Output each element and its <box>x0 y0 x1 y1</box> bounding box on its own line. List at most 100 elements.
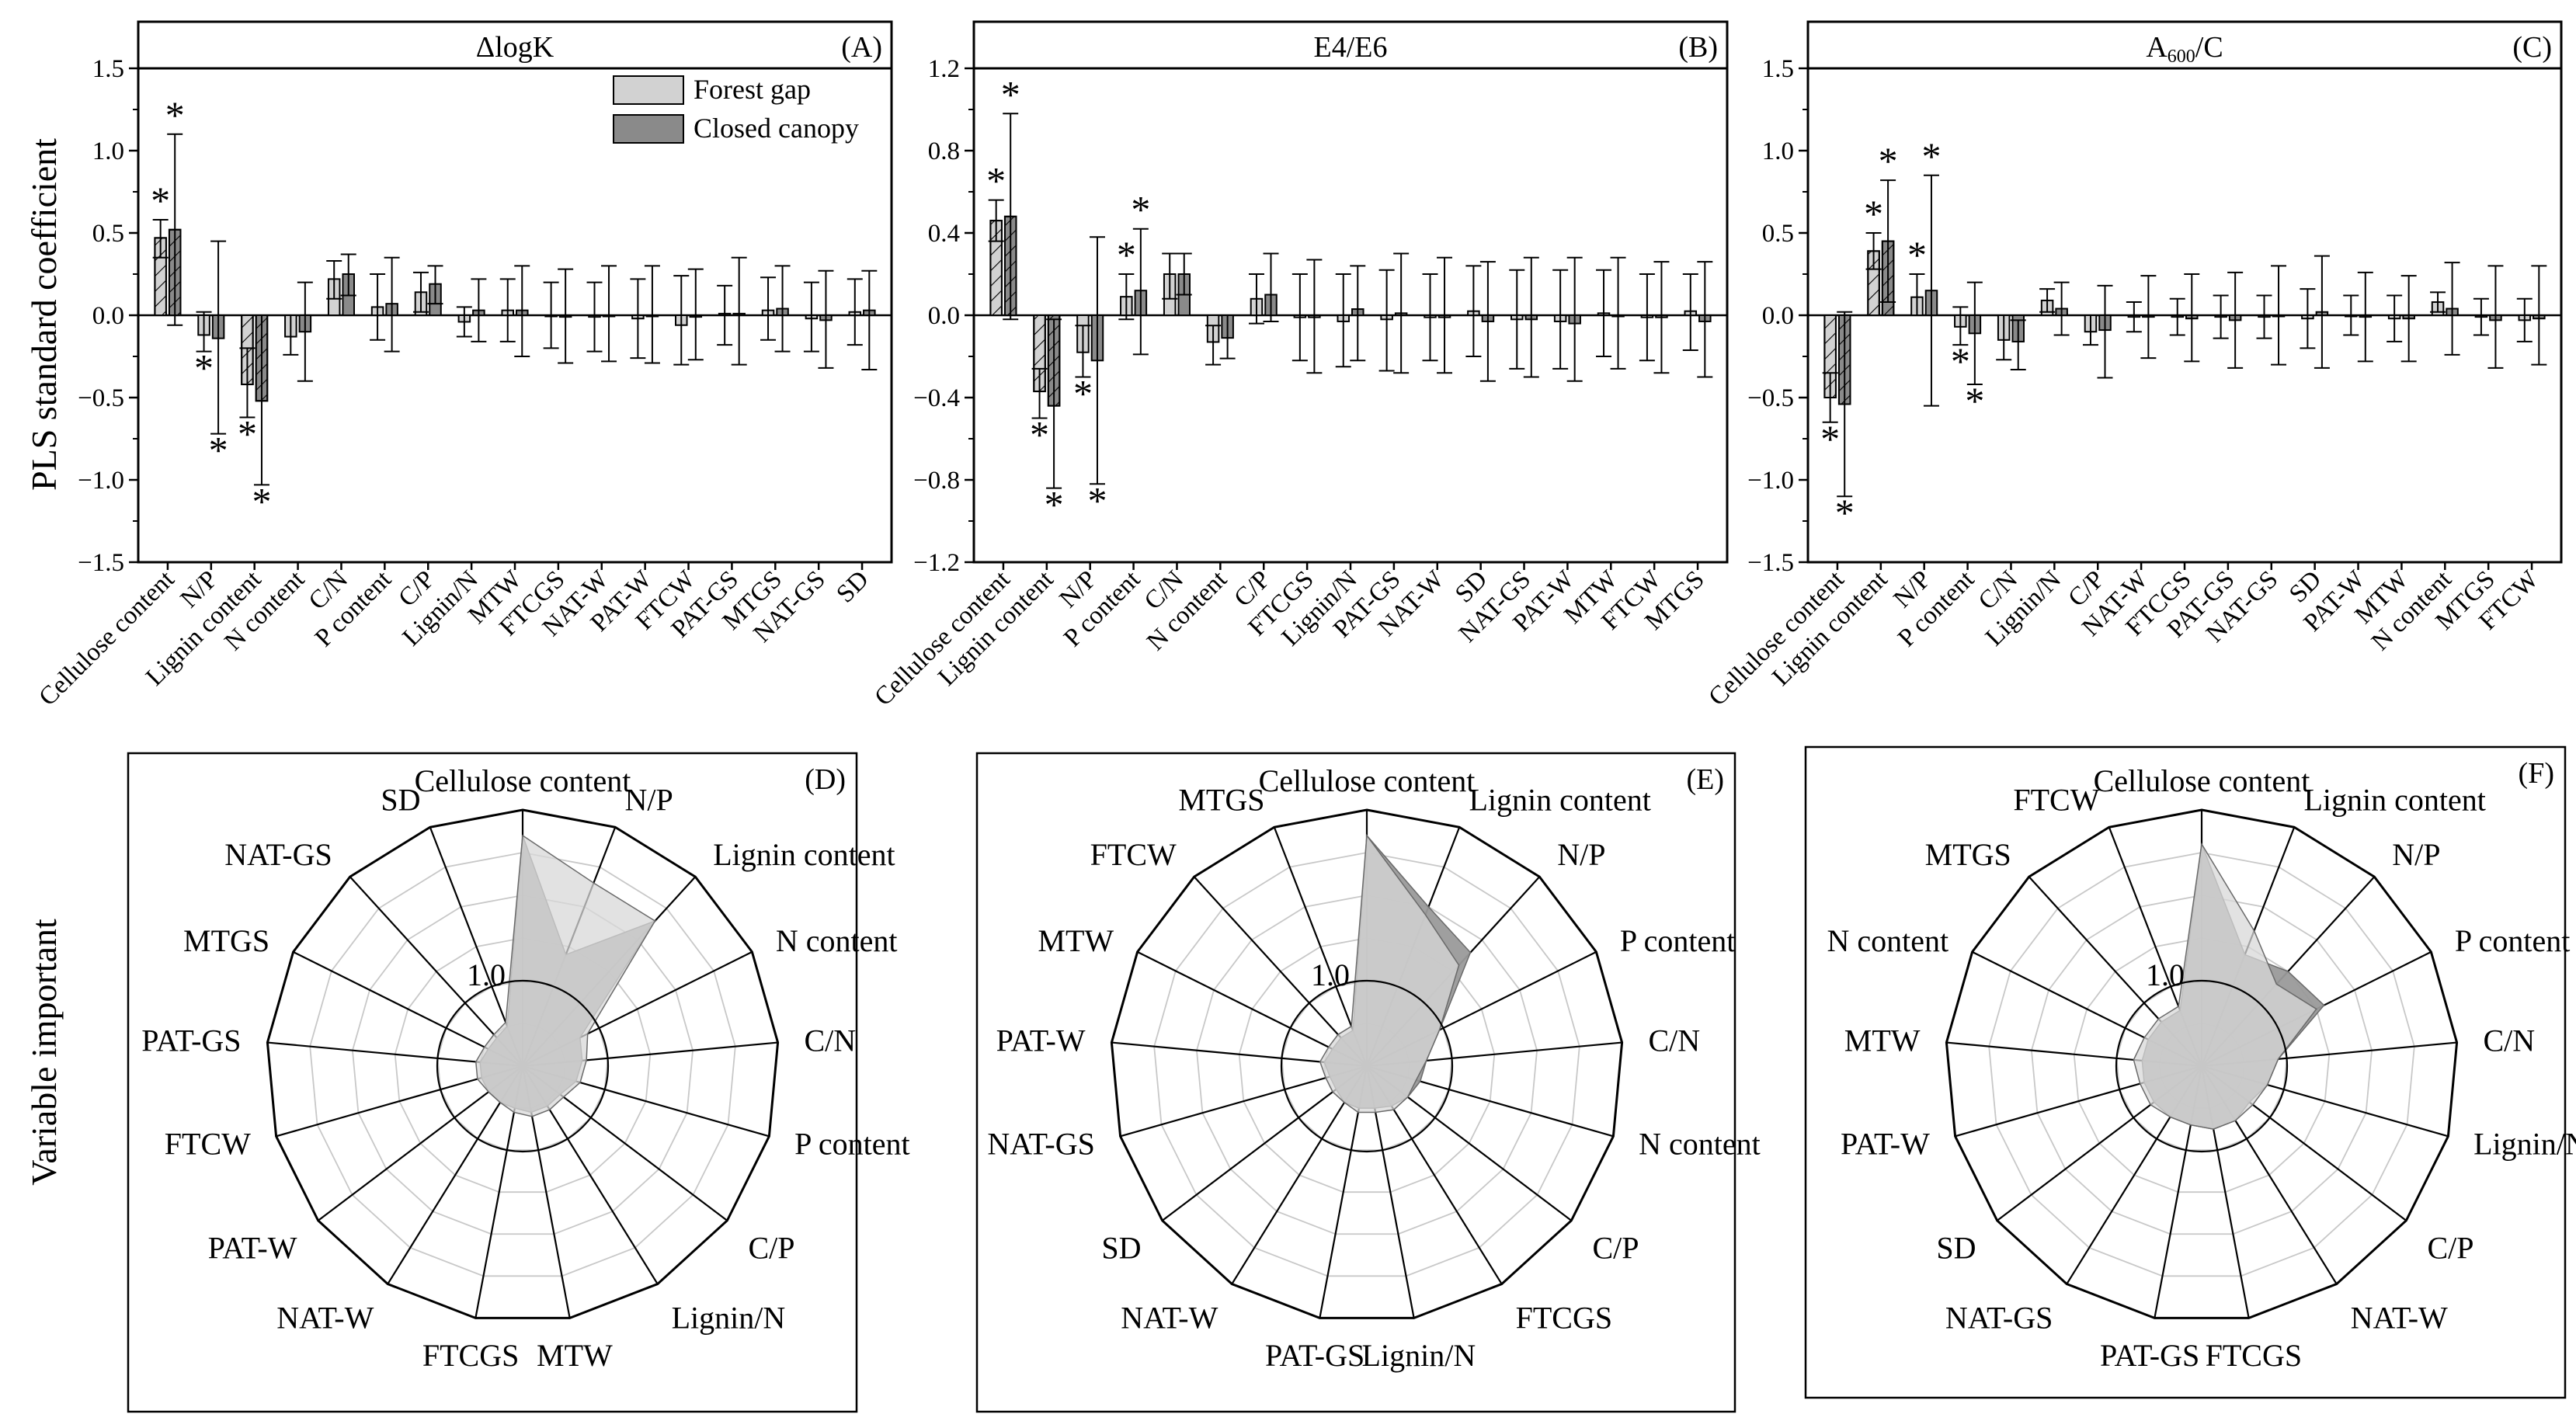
bar-panel-B: E4/E6 (B)−1.2−0.8−0.40.00.40.81.2Cellulos… <box>869 20 1729 711</box>
radar-ring <box>309 852 736 1277</box>
radar-axis-label: MTW <box>537 1338 613 1373</box>
radar-axis-label: MTW <box>1038 923 1114 958</box>
y-tick-label: −1.0 <box>1747 467 1794 495</box>
significance-star: * <box>209 429 228 472</box>
y-tick-label: −0.5 <box>1747 384 1794 412</box>
radar-area-forest-gap <box>475 834 656 1117</box>
significance-star: * <box>1907 233 1927 276</box>
radar-axis-label: MTGS <box>1925 837 2011 872</box>
radar-axis-label: FTCGS <box>2206 1338 2303 1373</box>
radar-axis-label: PAT-W <box>1841 1127 1930 1162</box>
radar-ring <box>1238 937 1496 1193</box>
y-tick-label: −0.5 <box>78 384 124 412</box>
significance-star: * <box>1921 134 1941 178</box>
radar-axis-label: MTW <box>1844 1023 1921 1058</box>
radar-ring <box>1945 808 2459 1319</box>
radar-axis-label: C/N <box>804 1023 856 1058</box>
y-tick-label: −1.0 <box>78 467 124 495</box>
significance-star: * <box>1030 413 1049 457</box>
radar-axis-label: N content <box>1827 923 1949 958</box>
bar-panel-C: A600/C (C)−1.5−1.0−0.50.00.51.01.5Cellulo… <box>1703 20 2563 711</box>
radar-area-forest-gap <box>1319 833 1460 1114</box>
panel-label: (C) <box>2512 31 2552 64</box>
bar-panel-A: ΔlogK (A)−1.5−1.0−0.50.00.51.01.5Cellulos… <box>33 20 893 711</box>
panel-title: ΔlogK <box>476 31 554 64</box>
y-tick-label: −1.5 <box>1747 549 1794 577</box>
radar-axis-label: N content <box>776 923 898 958</box>
radar-axis-label: N/P <box>2392 837 2440 872</box>
radar-axis-label: NAT-GS <box>987 1127 1095 1162</box>
y-tick-label: 0.0 <box>928 302 960 330</box>
significance-star: * <box>194 346 214 390</box>
significance-star: * <box>1820 417 1840 460</box>
y-tick-label: 1.0 <box>1762 137 1794 165</box>
radar-axis-label: Cellulose content <box>415 763 631 798</box>
panel-label: (F) <box>2519 757 2554 790</box>
radar-axis-label: SD <box>1936 1230 1976 1265</box>
legend-label: Closed canopy <box>694 113 859 144</box>
radar-axis-label: C/P <box>2427 1230 2473 1265</box>
radar-axis-label: N content <box>1639 1127 1761 1162</box>
radar-ring <box>1110 808 1624 1319</box>
y-tick-label: −0.4 <box>913 384 960 412</box>
radar-axis-label: PAT-W <box>996 1023 1086 1058</box>
legend: Forest gap Closed canopy <box>613 74 859 144</box>
radar-ring <box>266 808 780 1319</box>
significance-star: * <box>151 179 170 222</box>
significance-star: * <box>1864 192 1883 235</box>
panel-label: (B) <box>1678 31 1718 64</box>
radar-axis-label: Cellulose content <box>1259 763 1476 798</box>
legend-swatch <box>613 114 684 144</box>
panel-frame <box>975 752 1736 1413</box>
significance-star: * <box>1131 188 1150 231</box>
panel-frame <box>127 752 858 1413</box>
radar-axis-label: P content <box>794 1127 909 1162</box>
radar-circle-1 <box>436 979 610 1153</box>
significance-star: * <box>252 479 271 523</box>
y-tick-label: 0.0 <box>92 302 124 330</box>
y-tick-label: 0.0 <box>1762 302 1794 330</box>
radar-ring <box>2031 895 2373 1235</box>
panel-title: A600/C <box>2146 31 2223 67</box>
radar-axis-label: SD <box>1101 1230 1141 1265</box>
panels: ΔlogK (A) −1.5 −1.0 −0.5 0.0 0.5 1.0 1.5 Cellulos… <box>33 20 2576 1413</box>
radar-ring-label: 1.0 <box>1311 957 1350 992</box>
radar-axis-label: FTCW <box>1090 837 1177 872</box>
radar-axis-label: Lignin content <box>713 837 895 872</box>
panel-frame <box>1806 20 2563 564</box>
radar-axis-label: NAT-W <box>276 1300 374 1335</box>
radar-axis-label: C/N <box>2483 1023 2535 1058</box>
radar-axis-label: PAT-W <box>208 1230 297 1265</box>
radar-axis-label: PAT-GS <box>1265 1338 1364 1373</box>
significance-star: * <box>1001 72 1020 116</box>
legend-label: Forest gap <box>694 74 811 105</box>
radar-axis-label: NAT-GS <box>224 837 332 872</box>
y-tick-label: 0.5 <box>92 220 124 248</box>
radar-axis-label: FTCGS <box>1516 1300 1613 1335</box>
radar-ring <box>1196 895 1538 1235</box>
y-tick-label: 1.5 <box>92 55 124 83</box>
radar-axis-label: N/P <box>624 783 673 818</box>
radar-ring <box>352 895 694 1235</box>
radar-ring-label: 1.0 <box>2146 957 2185 992</box>
panel-label: (D) <box>805 763 846 796</box>
radar-area-forest-gap <box>2133 842 2317 1130</box>
y-tick-label: −1.2 <box>913 549 960 577</box>
radar-axis-label: N/P <box>1557 837 1605 872</box>
radar-axis-label: PAT-GS <box>141 1023 241 1058</box>
radar-axis-label: Lignin/N <box>1362 1338 1476 1373</box>
significance-star: * <box>238 412 257 455</box>
radar-axis-label: NAT-W <box>1121 1300 1218 1335</box>
y-axis-label-bottom: Variable important <box>24 919 64 1186</box>
y-tick-label: 0.8 <box>928 137 960 165</box>
significance-star: * <box>1073 372 1093 415</box>
radar-axis-label: Lignin/N <box>672 1300 786 1335</box>
y-tick-label: 0.4 <box>928 220 960 248</box>
radar-axis-label: P content <box>1620 923 1736 958</box>
radar-axis-label: Lignin/N <box>2473 1127 2576 1162</box>
panel-frame <box>1804 745 2567 1399</box>
radar-axis-label: Cellulose content <box>2094 763 2310 798</box>
y-tick-label: −0.8 <box>913 467 960 495</box>
